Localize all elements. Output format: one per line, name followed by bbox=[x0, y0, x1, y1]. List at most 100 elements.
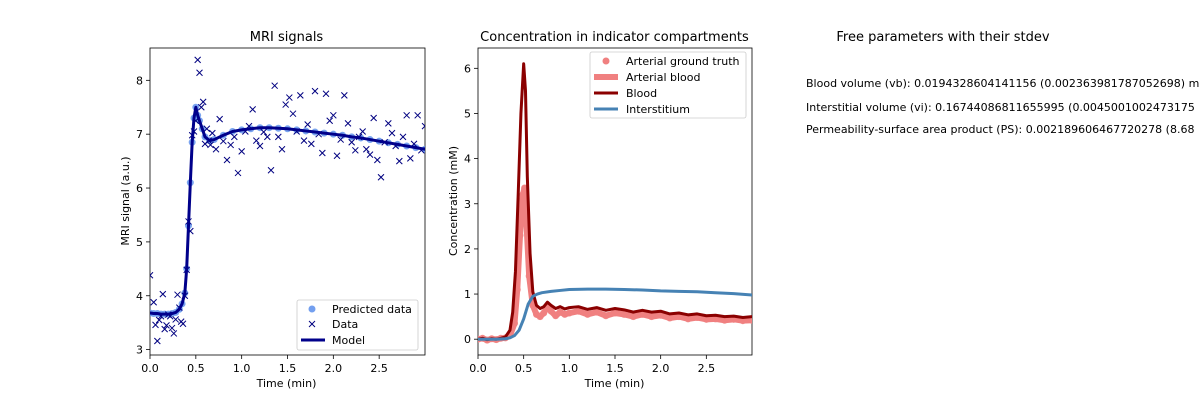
data-point-data bbox=[260, 128, 268, 136]
data-point-data bbox=[344, 120, 352, 127]
axis-ticks: 0.0 0.5 1.0 1.5 2.0 2.5 0 1 2 3 4 5 6 bbox=[464, 62, 715, 375]
chart-title: Concentration in indicator compartments bbox=[480, 30, 749, 45]
legend-label: Blood bbox=[626, 87, 657, 100]
data-point-data bbox=[163, 322, 170, 329]
data-point-data bbox=[271, 82, 279, 90]
data-point-data bbox=[212, 145, 220, 153]
parameters-title: Free parameters with their stdev bbox=[836, 30, 1050, 45]
data-point-data bbox=[155, 316, 163, 324]
data-point-data bbox=[197, 103, 205, 111]
legend: Arterial ground truth Arterial blood Blo… bbox=[589, 51, 747, 119]
y-axis-label: Concentration (mM) bbox=[447, 146, 460, 256]
data-point-data bbox=[170, 330, 178, 337]
data-point-data bbox=[340, 92, 348, 99]
legend-label: Data bbox=[332, 318, 358, 331]
plot-area bbox=[150, 56, 425, 345]
data-point-data bbox=[234, 169, 242, 177]
data-point-data bbox=[373, 156, 381, 164]
data-point-data bbox=[203, 125, 211, 133]
x-tick-label: 2.5 bbox=[370, 362, 388, 375]
data-point-data bbox=[274, 133, 282, 141]
data-point-data bbox=[333, 152, 341, 160]
y-tick-label: 6 bbox=[136, 182, 143, 195]
legend-label: Predicted data bbox=[332, 303, 412, 316]
data-point-data bbox=[267, 166, 275, 174]
series-line-model bbox=[150, 105, 425, 316]
data-point-data bbox=[150, 298, 158, 306]
data-point-data bbox=[153, 337, 161, 345]
data-point-data bbox=[252, 137, 260, 144]
chart-title: MRI signals bbox=[250, 30, 324, 45]
y-tick-label: 8 bbox=[136, 74, 143, 87]
x-tick-label: 0.0 bbox=[141, 362, 159, 375]
data-point-data bbox=[348, 138, 356, 146]
y-tick-label: 7 bbox=[136, 128, 143, 141]
data-point-data bbox=[161, 325, 169, 333]
data-point-data bbox=[263, 133, 271, 141]
data-point-data bbox=[207, 141, 214, 149]
data-point-data bbox=[168, 324, 176, 332]
y-tick-label: 3 bbox=[464, 198, 471, 211]
data-point-data bbox=[421, 122, 425, 130]
y-tick-label: 2 bbox=[464, 243, 471, 256]
data-point-data bbox=[216, 115, 224, 123]
x-axis-label: Time (min) bbox=[584, 377, 645, 390]
legend-label: Arterial blood bbox=[626, 71, 700, 84]
data-point-data bbox=[223, 156, 231, 164]
data-point-data bbox=[403, 111, 411, 119]
data-point-data bbox=[300, 137, 308, 144]
x-tick-label: 1.5 bbox=[606, 362, 624, 375]
parameter-line-ps: Permeability-surface area product (PS): … bbox=[806, 123, 1194, 136]
legend-label: Arterial ground truth bbox=[626, 55, 740, 68]
legend-marker-data bbox=[308, 320, 316, 328]
x-axis-label: Time (min) bbox=[256, 377, 317, 390]
data-point-data bbox=[406, 155, 414, 162]
x-tick-label: 1.0 bbox=[233, 362, 251, 375]
data-point-data bbox=[304, 121, 312, 128]
data-point-data bbox=[208, 129, 216, 137]
x-tick-label: 2.0 bbox=[652, 362, 670, 375]
data-point-data bbox=[196, 69, 203, 77]
data-point-data bbox=[256, 142, 264, 150]
y-tick-label: 0 bbox=[464, 333, 471, 346]
x-tick-label: 1.0 bbox=[561, 362, 579, 375]
x-tick-label: 2.0 bbox=[325, 362, 343, 375]
data-point-data bbox=[227, 141, 235, 149]
x-tick-label: 0.0 bbox=[469, 362, 487, 375]
data-point-data bbox=[150, 271, 154, 279]
x-tick-label: 0.5 bbox=[515, 362, 533, 375]
data-point-data bbox=[199, 98, 207, 106]
concentration-chart: Concentration in indicator compartments … bbox=[447, 30, 753, 390]
data-point-data bbox=[159, 290, 167, 298]
plot-area bbox=[478, 62, 752, 344]
data-point-data bbox=[249, 106, 257, 113]
x-tick-label: 1.5 bbox=[279, 362, 297, 375]
legend-marker-predicted bbox=[308, 305, 316, 313]
data-point-data bbox=[296, 92, 304, 99]
legend-label: Interstitium bbox=[626, 103, 690, 116]
data-point-data bbox=[351, 146, 359, 154]
legend-marker-ground-truth bbox=[602, 57, 610, 65]
data-point-data bbox=[384, 120, 392, 127]
data-point-data bbox=[194, 56, 202, 64]
data-point-data bbox=[370, 114, 378, 122]
data-point-data bbox=[388, 129, 396, 137]
data-point-data bbox=[414, 111, 422, 119]
data-point-data bbox=[307, 140, 315, 148]
data-point-data bbox=[285, 94, 293, 101]
data-point-data bbox=[329, 111, 337, 119]
data-point-data bbox=[395, 157, 403, 165]
data-point-data bbox=[359, 128, 367, 135]
data-point-data bbox=[337, 136, 345, 143]
data-point-data bbox=[318, 149, 326, 157]
parameter-line-vi: Interstitial volume (vi): 0.167440868116… bbox=[806, 101, 1195, 114]
y-tick-label: 1 bbox=[464, 288, 471, 301]
axis-ticks: 0.0 0.5 1.0 1.5 2.0 2.5 3 4 5 6 7 8 bbox=[136, 74, 388, 375]
x-tick-label: 2.5 bbox=[698, 362, 716, 375]
series-layer bbox=[478, 62, 752, 344]
x-tick-label: 0.5 bbox=[187, 362, 205, 375]
series-line-interstitium bbox=[478, 287, 752, 341]
y-tick-label: 4 bbox=[136, 290, 143, 303]
legend-label: Model bbox=[332, 334, 365, 347]
